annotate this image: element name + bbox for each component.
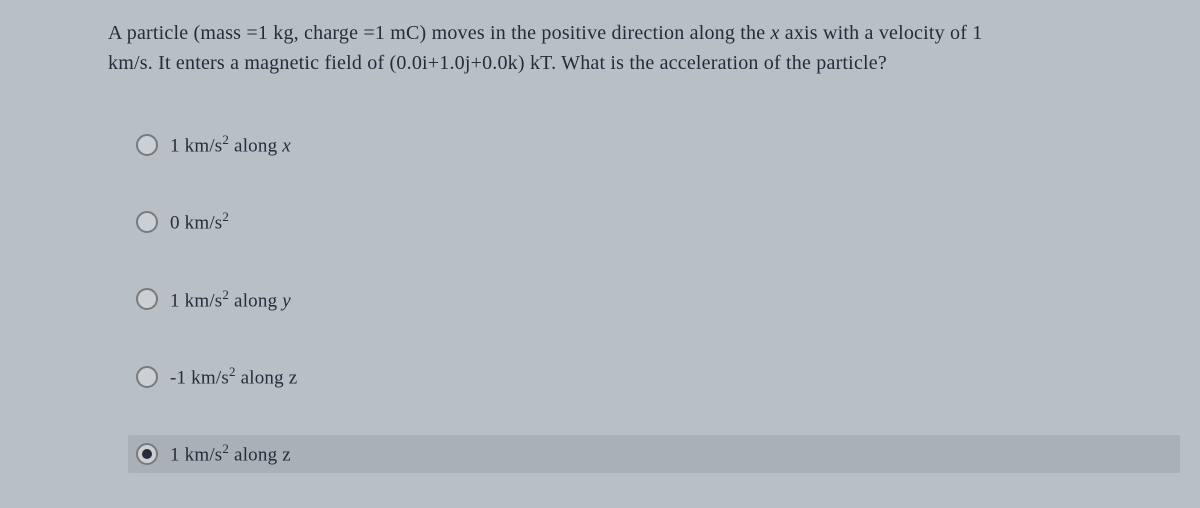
question-line1-part1: A particle (mass =1 kg, charge =1 mC) mo… [108, 22, 771, 44]
option-mid: along [229, 290, 282, 311]
radio-button-4[interactable] [136, 443, 158, 465]
radio-button-0[interactable] [136, 134, 158, 156]
option-row-3[interactable]: -1 km/s2 along z [128, 358, 1180, 395]
option-label-2: 1 km/s2 along y [170, 287, 291, 312]
option-prefix: 0 km/s [170, 213, 222, 234]
option-prefix: 1 km/s [170, 445, 222, 466]
option-mid: along z [236, 367, 298, 388]
radio-button-2[interactable] [136, 288, 158, 310]
option-prefix: -1 km/s [170, 367, 229, 388]
question-text: A particle (mass =1 kg, charge =1 mC) mo… [108, 18, 1180, 78]
option-row-0[interactable]: 1 km/s2 along x [128, 126, 1180, 163]
radio-button-3[interactable] [136, 366, 158, 388]
option-superscript: 2 [229, 364, 236, 379]
option-mid: along [229, 135, 282, 156]
radio-button-1[interactable] [136, 211, 158, 233]
option-label-4: 1 km/s2 along z [170, 441, 291, 466]
option-axis: y [282, 290, 291, 311]
option-prefix: 1 km/s [170, 135, 222, 156]
question-line1-part2: axis with a velocity of 1 [780, 22, 983, 44]
option-mid: along z [229, 445, 291, 466]
option-row-2[interactable]: 1 km/s2 along y [128, 281, 1180, 318]
question-line2: km/s. It enters a magnetic field of (0.0… [108, 52, 887, 74]
options-container: 1 km/s2 along x0 km/s21 km/s2 along y-1 … [108, 126, 1180, 473]
option-label-3: -1 km/s2 along z [170, 364, 297, 389]
option-label-0: 1 km/s2 along x [170, 132, 291, 157]
option-axis: x [282, 135, 291, 156]
option-prefix: 1 km/s [170, 290, 222, 311]
radio-inner-icon [142, 449, 152, 459]
option-superscript: 2 [222, 209, 229, 224]
question-container: A particle (mass =1 kg, charge =1 mC) mo… [0, 18, 1200, 473]
question-line1-italic: x [771, 22, 780, 44]
option-row-4[interactable]: 1 km/s2 along z [128, 435, 1180, 472]
option-label-1: 0 km/s2 [170, 209, 229, 234]
option-row-1[interactable]: 0 km/s2 [128, 203, 1180, 240]
